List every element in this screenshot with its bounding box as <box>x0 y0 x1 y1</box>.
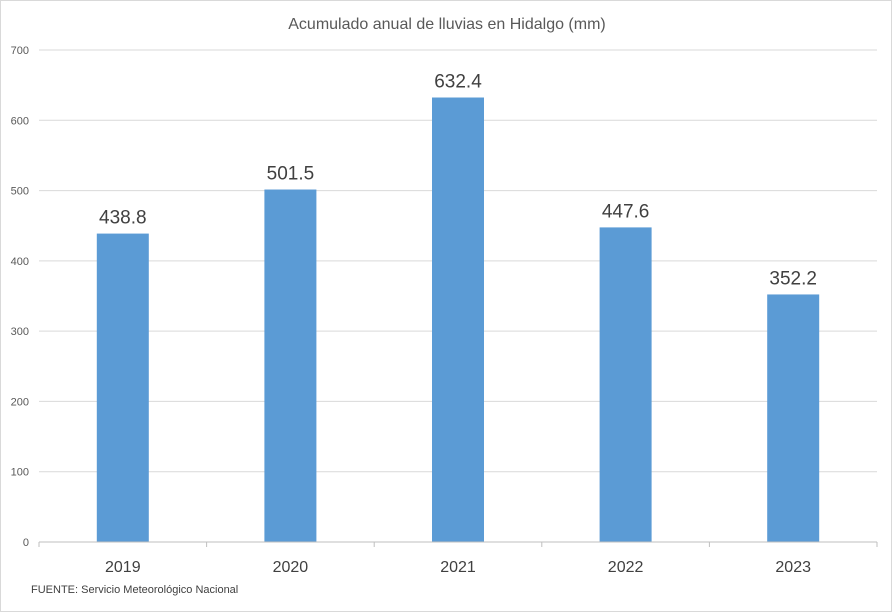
y-tick-label: 0 <box>23 537 29 549</box>
bar-2023 <box>767 294 820 542</box>
data-label-2021: 632.4 <box>434 72 482 93</box>
bar-2020 <box>264 189 317 542</box>
bar-2019 <box>96 233 149 542</box>
source-note: FUENTE: Servicio Meteorológico Nacional <box>31 584 238 596</box>
x-axis: 2019 2020 2021 2022 2023 <box>38 541 878 576</box>
data-label-2019: 438.8 <box>99 208 147 229</box>
bar-2022 <box>599 227 652 543</box>
y-tick-label: 400 <box>11 256 29 268</box>
y-axis: 0 100 200 300 400 500 600 700 <box>11 45 29 549</box>
y-tick-label: 700 <box>11 45 29 57</box>
y-tick-label: 500 <box>11 186 29 198</box>
data-label-2020: 501.5 <box>267 164 315 185</box>
y-tick-label: 600 <box>11 115 29 127</box>
chart-title: Acumulado anual de lluvias en Hidalgo (m… <box>288 16 606 33</box>
bars: 438.8 501.5 632.4 447.6 352.2 <box>96 72 820 543</box>
data-label-2023: 352.2 <box>769 268 817 289</box>
x-tick-label-2020: 2020 <box>273 559 309 576</box>
x-tick-label-2022: 2022 <box>608 559 644 576</box>
data-label-2022: 447.6 <box>602 201 650 222</box>
x-tick-label-2021: 2021 <box>440 559 476 576</box>
x-tick-label-2019: 2019 <box>105 559 141 576</box>
y-tick-label: 300 <box>11 326 29 338</box>
y-tick-label: 200 <box>11 396 29 408</box>
y-tick-label: 100 <box>11 467 29 479</box>
bar-2021 <box>432 97 484 542</box>
x-tick-label-2023: 2023 <box>775 559 811 576</box>
